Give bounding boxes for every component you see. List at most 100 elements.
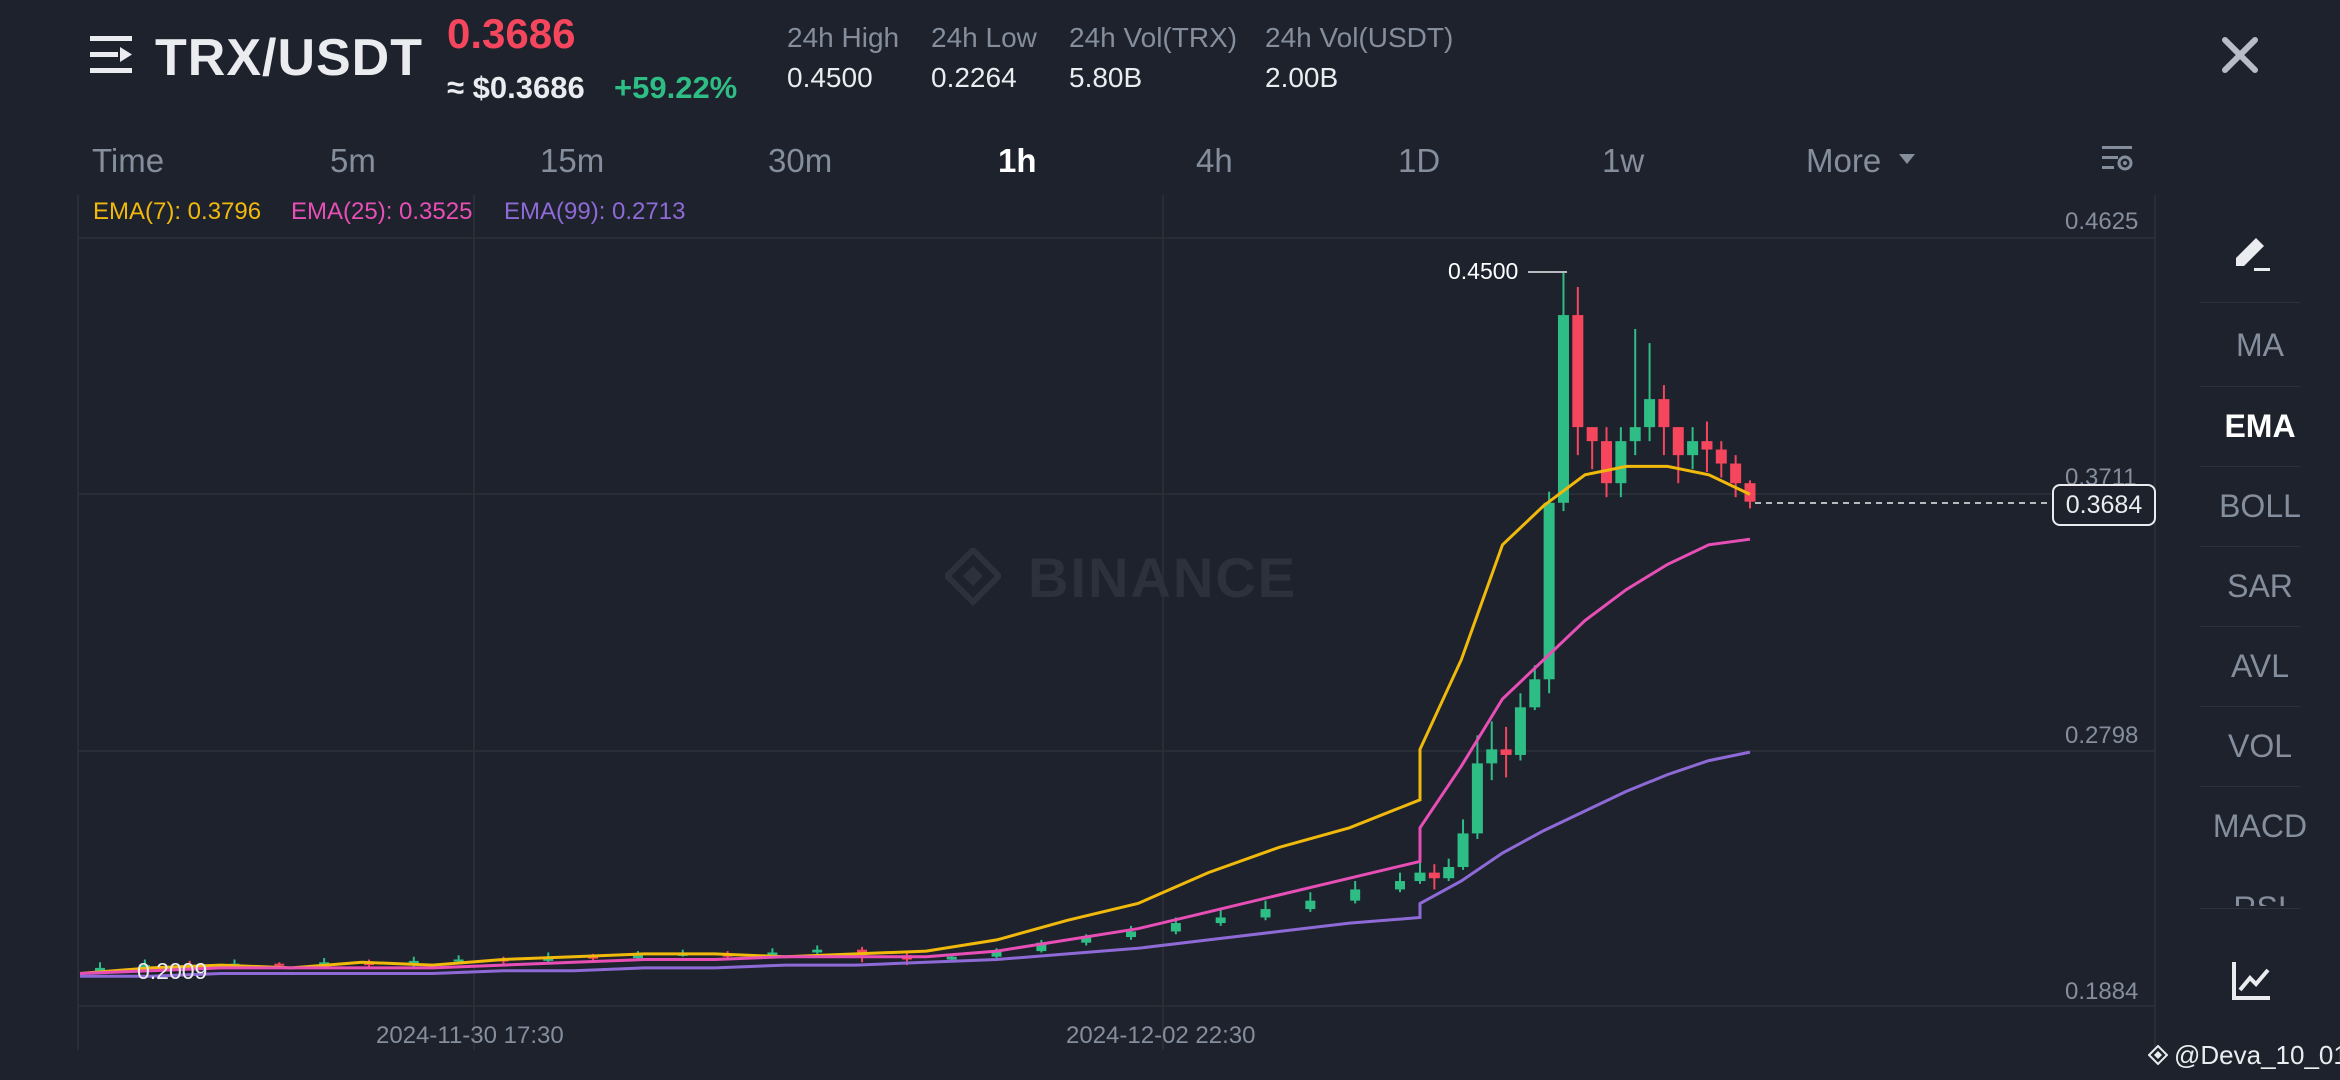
close-icon[interactable] (2215, 30, 2265, 80)
indicator-sar[interactable]: SAR (2227, 568, 2293, 604)
indicator-macd[interactable]: MACD (2212, 808, 2308, 844)
tab-1w[interactable]: 1w (1602, 142, 1645, 179)
indicator-avl[interactable]: AVL (2230, 648, 2290, 684)
y-tick-3: 0.1884 (2065, 978, 2139, 1005)
last-price: 0.3686 (447, 10, 576, 57)
watermark-text: BINANCE (1028, 546, 1298, 609)
candle-body (1414, 872, 1426, 882)
stat-value-vol-usdt: 2.00B (1265, 62, 1339, 93)
candle-body (1486, 749, 1498, 764)
tab-15m[interactable]: 15m (540, 142, 605, 179)
chart-annotations (1528, 271, 2052, 504)
candle-body (1395, 881, 1405, 890)
approx-usd-price: ≈ $0.3686 (447, 70, 585, 105)
candle-body (1305, 900, 1316, 910)
price-change: +59.22% (614, 70, 738, 105)
ema7-legend: EMA(7): 0.3796 (93, 198, 262, 225)
candle-body (1500, 749, 1512, 755)
candle-body (1744, 483, 1756, 502)
divider (2200, 626, 2300, 627)
indicator-boll[interactable]: BOLL (2219, 488, 2301, 524)
ema99-legend: EMA(99): 0.2713 (504, 198, 686, 225)
binance-logo-icon (2148, 1045, 2168, 1065)
candle-body (1730, 463, 1742, 484)
tab-time[interactable]: Time (92, 142, 165, 179)
candle-body (1615, 441, 1627, 484)
candle-body (1514, 707, 1526, 755)
candle-body (319, 962, 330, 966)
tab-1d[interactable]: 1D (1398, 142, 1441, 179)
indicator-ema[interactable]: EMA (2224, 408, 2296, 444)
candlestick-chart[interactable] (0, 0, 2160, 1080)
candle-body (1543, 502, 1555, 680)
stat-value-high: 0.4500 (787, 62, 873, 93)
chart-type-icon[interactable] (2230, 958, 2274, 1002)
candle-body (1529, 679, 1541, 708)
pair-title[interactable]: TRX/USDT (155, 29, 423, 87)
candle-body (1557, 315, 1569, 503)
chart-settings-icon[interactable] (2100, 142, 2134, 176)
divider (2200, 908, 2300, 909)
candle-body (274, 963, 285, 966)
candle-body (1260, 909, 1271, 918)
candle-body (1572, 315, 1584, 428)
tab-more[interactable]: More (1806, 142, 1882, 179)
divider (2200, 302, 2300, 303)
candle-body (1644, 399, 1656, 428)
candle-body (588, 956, 599, 959)
candle-body (1629, 427, 1641, 442)
candle-body (1443, 867, 1455, 879)
y-tick-0: 0.4625 (2065, 208, 2139, 235)
divider (2200, 386, 2300, 387)
x-tick-0: 2024-11-30 17:30 (376, 1022, 564, 1049)
stat-label-low: 24h Low (931, 22, 1037, 53)
tab-1h[interactable]: 1h (998, 142, 1037, 179)
candle-body (1428, 872, 1440, 879)
candle-body (1601, 441, 1613, 484)
candle-body (1672, 427, 1684, 456)
candle-body (95, 967, 105, 971)
tab-5m[interactable]: 5m (330, 142, 376, 179)
menu-icon[interactable] (88, 32, 134, 78)
binance-logo-watermark-icon (945, 548, 1001, 607)
candle-body (1126, 931, 1137, 938)
tab-4h[interactable]: 4h (1196, 142, 1233, 179)
candle-body (1081, 937, 1092, 943)
stat-value-vol-trx: 5.80B (1069, 62, 1143, 93)
ema-line-ema99 (80, 750, 1751, 978)
candle-body (812, 949, 823, 953)
candle-body (1586, 427, 1598, 442)
drawing-tool-icon[interactable] (2230, 228, 2274, 272)
current-price-tag: 0.3684 (2052, 484, 2156, 526)
candle-body (1215, 917, 1226, 924)
divider (2200, 466, 2300, 467)
candle-body (1036, 942, 1047, 952)
tab-30m[interactable]: 30m (768, 142, 833, 179)
candle-body (1457, 833, 1469, 868)
ema-lines (79, 464, 1751, 978)
stat-label-vol-usdt: 24h Vol(USDT) (1265, 22, 1454, 53)
low-label: 0.2009 (137, 958, 208, 984)
chart-grid (77, 195, 2156, 1050)
candle-body (453, 959, 464, 962)
candle-body (946, 956, 957, 960)
ema-line-ema7 (79, 464, 1751, 975)
candle-body (1170, 923, 1181, 932)
indicator-vol[interactable]: VOL (2227, 728, 2293, 764)
candle-body (139, 965, 150, 968)
y-tick-2: 0.2798 (2065, 722, 2139, 749)
indicator-rsi[interactable]: RSI (2180, 890, 2340, 906)
caret-down-icon[interactable] (1897, 152, 1917, 166)
candle-body (991, 951, 1002, 957)
stat-value-low: 0.2264 (931, 62, 1017, 93)
candle-body (632, 955, 643, 959)
candles (95, 273, 1756, 974)
candle-body (1701, 441, 1713, 450)
candle-body (1658, 399, 1670, 428)
indicator-ma[interactable]: MA (2236, 327, 2284, 363)
candle-body (1471, 763, 1483, 834)
divider (2200, 546, 2300, 547)
stat-label-high: 24h High (787, 22, 900, 53)
stat-label-vol-trx: 24h Vol(TRX) (1069, 22, 1238, 53)
divider (2200, 706, 2300, 707)
